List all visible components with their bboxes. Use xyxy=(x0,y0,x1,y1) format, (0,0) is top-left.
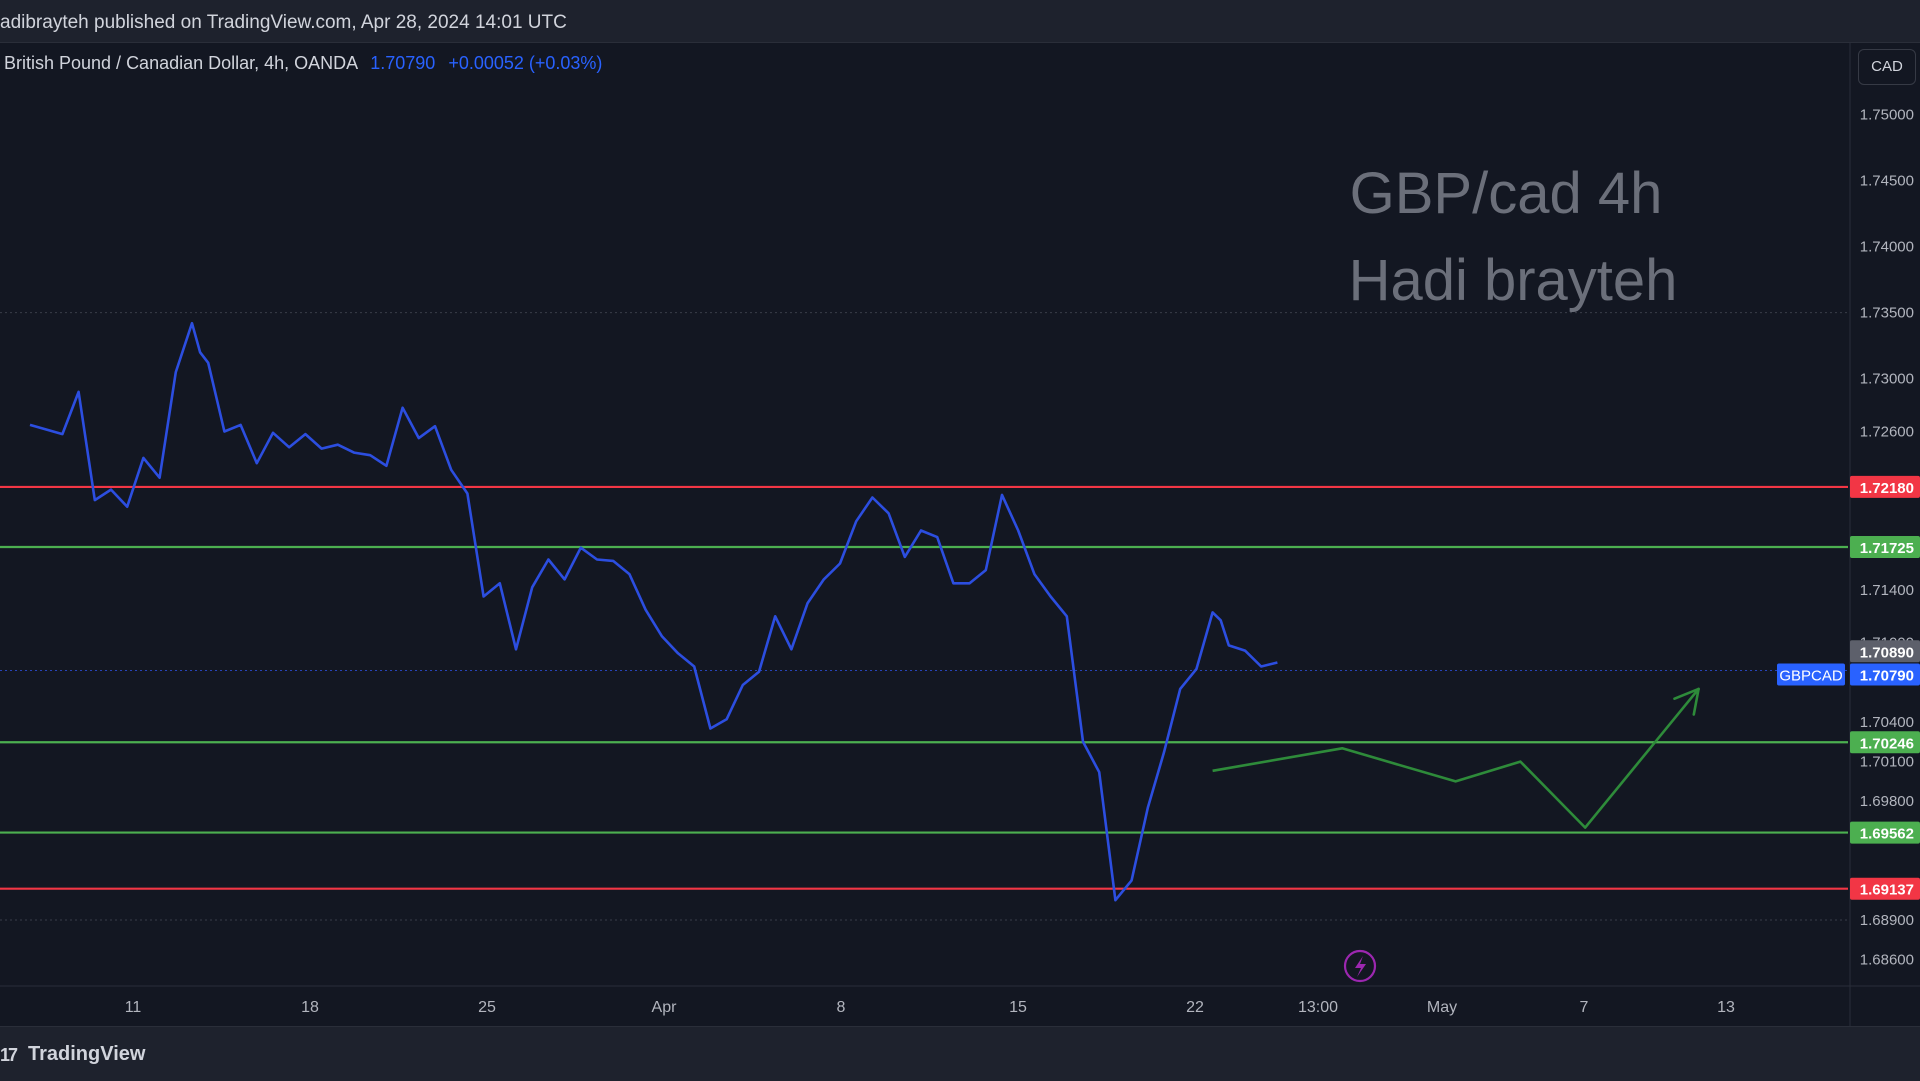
price-chart[interactable]: GBP/cad 4h Hadi brayteh 1.68600 1.68900 1.… xyxy=(0,0,1920,1026)
projection-path[interactable] xyxy=(1212,688,1700,829)
symbol-legend: British Pound / Canadian Dollar, 4h, OAN… xyxy=(4,53,602,74)
x-tick-label: 11 xyxy=(125,999,142,1016)
lightning-icon[interactable] xyxy=(1343,949,1377,983)
y-tick-label: 1.74500 xyxy=(1860,173,1914,190)
level-price-label: 1.69137 xyxy=(1860,882,1914,899)
y-tick-label: 1.75000 xyxy=(1860,107,1914,124)
x-tick-label: Apr xyxy=(652,999,678,1016)
x-tick-label: May xyxy=(1427,999,1457,1016)
price-change: +0.00052 (+0.03%) xyxy=(448,53,603,73)
brand-name: TradingView xyxy=(28,1043,146,1065)
symbol-tag-label: GBPCAD xyxy=(1779,668,1843,685)
y-tick-label: 1.74000 xyxy=(1860,239,1914,256)
publish-info: adibrayteh published on TradingView.com,… xyxy=(0,12,567,33)
x-tick-label: 15 xyxy=(1009,999,1027,1016)
publish-header: adibrayteh published on TradingView.com,… xyxy=(0,0,1920,43)
price-line-gbpcad[interactable] xyxy=(29,321,1278,902)
level-price-tag xyxy=(1850,475,1920,498)
x-tick-label: 22 xyxy=(1186,999,1204,1016)
x-tick-label: 13:00 xyxy=(1298,999,1338,1016)
level-price-tag xyxy=(1850,536,1920,558)
previous-close-tag xyxy=(1850,640,1920,663)
y-tick-label: 1.73500 xyxy=(1860,305,1914,322)
y-tick-label: 1.68600 xyxy=(1860,952,1914,969)
x-tick-label: 8 xyxy=(837,999,846,1016)
symbol-tag xyxy=(1777,663,1845,686)
level-price-label: 1.69562 xyxy=(1860,826,1914,843)
chart-title: GBP/cad 4h xyxy=(1350,161,1663,226)
tradingview-logo-icon: 17 xyxy=(0,1045,18,1065)
projection-arrowhead xyxy=(1673,687,1700,701)
last-price-label: 1.70790 xyxy=(1860,668,1914,685)
x-tick-label: 13 xyxy=(1717,999,1735,1016)
last-price: 1.70790 xyxy=(370,53,436,73)
y-tick-label: 1.70400 xyxy=(1860,714,1914,731)
level-price-label: 1.70246 xyxy=(1860,735,1914,752)
footer-bar: 17 TradingView xyxy=(0,1026,1920,1081)
y-tick-label: 1.70100 xyxy=(1860,754,1914,771)
level-price-label: 1.72180 xyxy=(1860,480,1914,497)
y-tick-label: 1.69800 xyxy=(1860,793,1914,810)
symbol-description: British Pound / Canadian Dollar, 4h, OAN… xyxy=(4,53,358,73)
x-tick-label: 25 xyxy=(478,999,496,1016)
last-price-tag xyxy=(1850,663,1920,686)
level-price-tag xyxy=(1850,877,1920,900)
level-price-label: 1.71725 xyxy=(1860,540,1914,557)
level-price-tag xyxy=(1850,821,1920,844)
y-tick-label: 1.71400 xyxy=(1860,582,1914,599)
chart-subtitle: Hadi brayteh xyxy=(1349,248,1678,313)
x-tick-label: 7 xyxy=(1580,999,1589,1016)
x-tick-label: 18 xyxy=(301,999,319,1016)
y-tick-label: 1.72600 xyxy=(1860,424,1914,441)
level-price-tag xyxy=(1850,731,1920,754)
y-tick-label: 1.73000 xyxy=(1860,371,1914,388)
projection-arrowhead xyxy=(1692,687,1700,716)
currency-button[interactable]: CAD xyxy=(1858,49,1916,85)
previous-close-label: 1.70890 xyxy=(1860,644,1914,661)
y-tick-label: 1.68900 xyxy=(1860,912,1914,929)
